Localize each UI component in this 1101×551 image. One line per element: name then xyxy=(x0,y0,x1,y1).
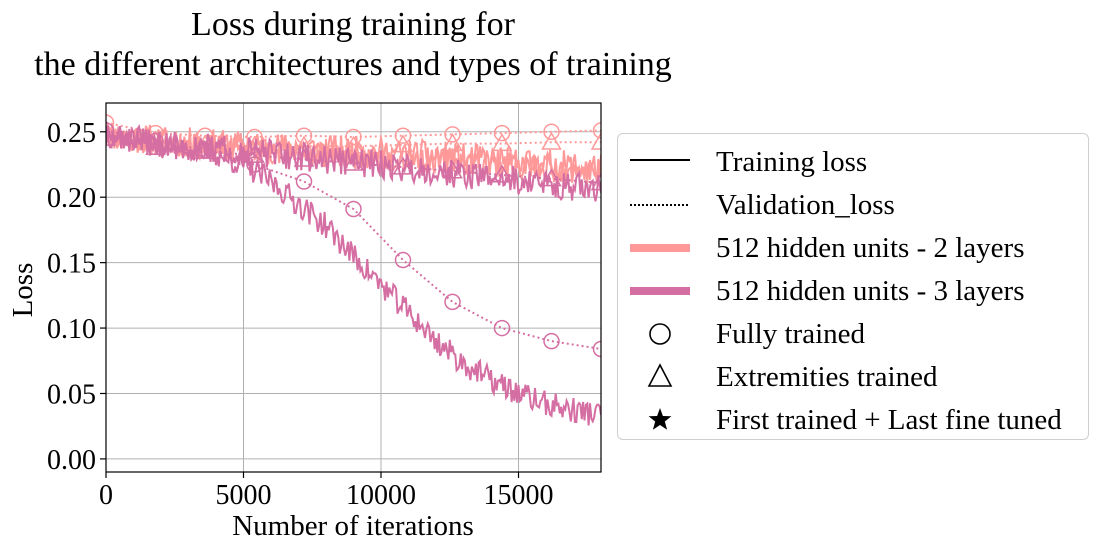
training-line xyxy=(106,127,601,426)
series-s3_ext_train xyxy=(106,123,601,202)
data-point xyxy=(493,124,511,142)
data-point xyxy=(541,131,562,150)
data-point xyxy=(442,160,463,179)
y-tick-label: 0.05 xyxy=(47,379,96,410)
data-point xyxy=(343,152,364,171)
x-tick-label: 5000 xyxy=(216,480,272,511)
data-point xyxy=(194,140,216,159)
data-point xyxy=(444,293,461,311)
data-point xyxy=(106,127,117,146)
legend-label: 512 hidden units - 2 layers xyxy=(716,232,1025,264)
data-point xyxy=(592,122,601,139)
x-axis-label: Number of iterations xyxy=(232,510,474,542)
data-point xyxy=(491,164,513,183)
data-point xyxy=(493,319,511,337)
y-tick-label: 0.15 xyxy=(47,249,96,280)
legend-label: Extremities trained xyxy=(716,361,938,393)
x-tick-label: 10000 xyxy=(346,480,416,511)
legend-label: First trained + Last fine tuned xyxy=(716,404,1062,436)
legend-item: Extremities trained xyxy=(618,357,1088,397)
plot-area xyxy=(106,114,601,426)
data-point xyxy=(394,127,412,144)
data-point xyxy=(442,133,463,152)
legend-item: 512 hidden units - 3 layers xyxy=(618,271,1088,311)
y-tick-label: 0.20 xyxy=(47,183,96,214)
y-tick-label: 0.10 xyxy=(47,314,96,345)
legend-label: Fully trained xyxy=(716,318,866,350)
legend-item: First trained + Last fine tuned xyxy=(618,400,1088,440)
legend-label: Training loss xyxy=(716,146,868,178)
data-point xyxy=(345,200,362,218)
data-point xyxy=(541,168,562,187)
series-s3_full_train xyxy=(106,127,601,426)
data-point xyxy=(145,136,166,155)
chart-title-line1: Loss during training for xyxy=(191,6,515,43)
legend-item: Fully trained xyxy=(618,314,1088,354)
data-point xyxy=(590,172,601,191)
data-point xyxy=(392,156,414,175)
x-tick-label: 15000 xyxy=(484,480,554,511)
legend-symbol xyxy=(630,159,690,161)
validation-line xyxy=(106,129,601,350)
data-point xyxy=(392,134,414,153)
training-line xyxy=(106,123,601,202)
data-point xyxy=(394,251,412,269)
legend-symbol xyxy=(630,204,690,206)
data-point xyxy=(592,340,601,358)
legend-symbol xyxy=(630,244,690,252)
data-point xyxy=(295,173,313,190)
data-point xyxy=(106,114,115,131)
data-point xyxy=(444,126,461,143)
y-axis-label: Loss xyxy=(7,263,39,318)
legend-item: Training loss xyxy=(618,142,1088,182)
legend-label: Validation_loss xyxy=(716,189,895,221)
data-point xyxy=(106,119,117,138)
legend: Training loss Validation_loss 512 hidden u… xyxy=(617,133,1089,440)
data-point xyxy=(491,133,513,152)
axes-frame xyxy=(105,102,602,473)
series-s3_ext_val xyxy=(106,127,601,191)
axis-ticks: 0 5000 10000 15000 0.00 0.05 0.10 0.15 0.20 0.25 xyxy=(47,118,554,511)
data-point xyxy=(293,148,315,167)
y-tick-label: 0.25 xyxy=(47,118,96,149)
legend-item: Validation_loss xyxy=(618,185,1088,225)
legend-label: 512 hidden units - 3 layers xyxy=(716,275,1025,307)
x-tick-label: 0 xyxy=(99,480,113,511)
y-tick-label: 0.00 xyxy=(47,445,96,476)
legend-symbol xyxy=(649,323,671,345)
data-point xyxy=(543,123,560,141)
legend-item: 512 hidden units - 2 layers xyxy=(618,228,1088,268)
data-point xyxy=(590,131,601,150)
chart-title-line2: the different architectures and types of… xyxy=(34,46,672,83)
legend-symbol xyxy=(648,408,672,430)
data-point xyxy=(244,144,265,163)
data-point xyxy=(345,128,362,146)
legend-symbol xyxy=(630,287,690,295)
data-point xyxy=(543,332,560,350)
legend-symbol xyxy=(647,363,673,387)
